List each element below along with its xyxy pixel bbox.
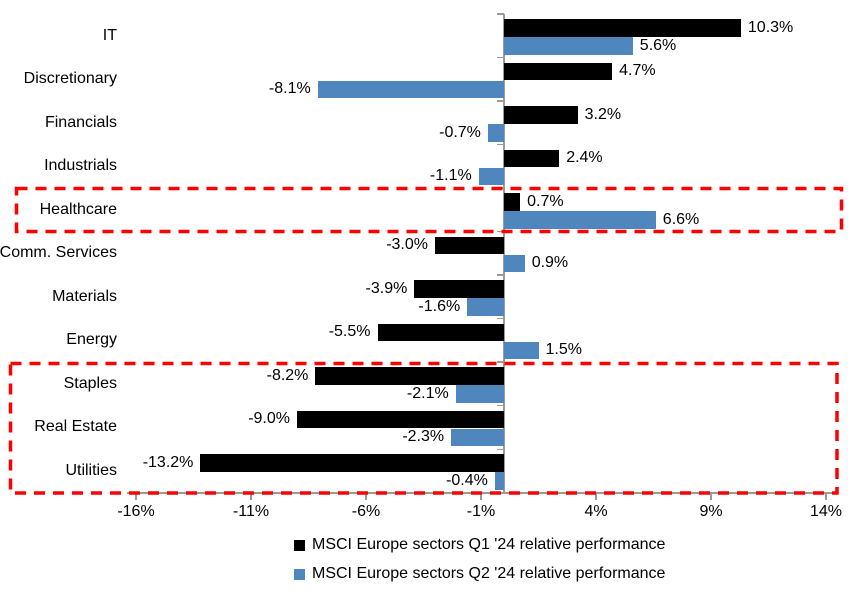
category-axis-tick [497, 143, 504, 146]
legend-swatch-q1-icon [294, 539, 305, 551]
data-label-utilities-q2: -0.4% [446, 472, 488, 490]
bar-industrials-q2 [478, 167, 504, 186]
category-label-it: IT [102, 26, 117, 44]
data-label-utilities-q1: -13.2% [142, 454, 194, 472]
data-label-staples-q2: -2.1% [406, 384, 449, 402]
category-axis-line [503, 14, 505, 493]
category-axis-tick [497, 317, 504, 320]
category-label-discretionary: Discretionary [23, 70, 117, 88]
legend-item-q2: MSCI Europe sectors Q2 '24 relative perf… [294, 563, 665, 585]
bar-financials-q2 [487, 124, 504, 142]
bar-real-estate-q2 [451, 428, 504, 447]
category-axis-tick [497, 448, 504, 451]
data-label-comm-services-q1: -3.0% [386, 236, 428, 254]
bar-healthcare-q1 [504, 193, 521, 211]
bar-financials-q1 [504, 106, 578, 124]
data-label-it-q2: 5.6% [639, 36, 677, 54]
bar-staples-q1 [315, 367, 504, 385]
bar-comm-services-q2 [504, 254, 525, 273]
category-label-utilities: Utilities [65, 462, 117, 480]
bar-industrials-q1 [504, 149, 560, 168]
value-axis-tick [825, 492, 827, 500]
data-label-industrials-q2: -1.1% [429, 167, 472, 185]
value-axis-tick [365, 492, 367, 500]
bar-materials-q1 [414, 280, 504, 298]
category-label-staples: Staples [63, 374, 117, 392]
value-axis-tick [250, 492, 252, 500]
value-axis-tick [595, 492, 597, 500]
data-label-healthcare-q2: 6.6% [662, 210, 700, 228]
data-label-real-estate-q2: -2.3% [402, 428, 445, 446]
category-label-materials: Materials [52, 287, 117, 305]
legend-swatch-q2-icon [294, 568, 305, 580]
category-axis-tick [497, 100, 504, 102]
bar-comm-services-q1 [435, 236, 504, 255]
legend-item-q1: MSCI Europe sectors Q1 '24 relative perf… [294, 534, 665, 556]
category-axis-tick [497, 274, 504, 276]
category-axis-tick [497, 13, 504, 15]
value-axis-label: -6% [351, 503, 381, 520]
data-label-materials-q2: -1.6% [418, 297, 461, 315]
data-label-energy-q2: 1.5% [545, 341, 582, 359]
category-axis-tick [497, 56, 504, 59]
value-axis-label: -11% [232, 503, 270, 520]
category-label-comm-services: Comm. Services [0, 244, 117, 262]
bar-it-q1 [504, 19, 741, 37]
data-label-staples-q1: -8.2% [266, 366, 309, 384]
data-label-discretionary-q2: -8.1% [268, 80, 311, 98]
bar-materials-q2 [467, 298, 504, 316]
bar-real-estate-q1 [297, 410, 504, 429]
category-label-real-estate: Real Estate [34, 418, 117, 436]
data-label-industrials-q1: 2.4% [566, 149, 603, 167]
data-label-comm-services-q2: 0.9% [531, 254, 569, 272]
data-label-it-q1: 10.3% [747, 18, 794, 36]
data-label-financials-q2: -0.7% [439, 123, 481, 141]
legend-label-q2: MSCI Europe sectors Q2 '24 relative perf… [312, 565, 666, 582]
data-label-real-estate-q1: -9.0% [248, 410, 290, 428]
category-axis-tick [497, 492, 504, 494]
chart-legend: MSCI Europe sectors Q1 '24 relative perf… [294, 534, 665, 585]
value-axis-tick [710, 492, 712, 500]
legend-label-q1: MSCI Europe sectors Q1 '24 relative perf… [312, 536, 666, 553]
bar-discretionary-q1 [504, 62, 613, 81]
category-axis-tick [497, 187, 504, 189]
category-axis-tick [497, 361, 504, 363]
category-label-energy: Energy [66, 331, 117, 349]
data-label-discretionary-q1: 4.7% [619, 62, 656, 80]
category-label-financials: Financials [44, 113, 117, 131]
category-label-industrials: Industrials [44, 157, 117, 175]
bar-utilities-q2 [494, 472, 504, 490]
value-axis-label: 4% [584, 503, 608, 520]
category-axis-tick [497, 230, 504, 233]
bar-discretionary-q2 [317, 80, 504, 99]
bar-it-q2 [504, 37, 633, 55]
bar-energy-q2 [504, 341, 539, 360]
value-axis-label: -16% [117, 503, 155, 520]
bar-energy-q1 [377, 323, 504, 342]
value-axis-tick [480, 492, 482, 500]
data-label-materials-q1: -3.9% [365, 279, 408, 297]
bar-staples-q2 [455, 385, 504, 403]
data-label-energy-q1: -5.5% [328, 323, 371, 341]
healthcare-highlight-box [14, 186, 844, 234]
value-axis-label: 9% [699, 503, 723, 520]
bar-healthcare-q2 [504, 211, 656, 229]
category-label-healthcare: Healthcare [39, 200, 117, 218]
data-label-financials-q1: 3.2% [584, 105, 622, 123]
value-axis-tick [135, 492, 137, 500]
value-axis-label: 14% [809, 503, 843, 520]
bar-utilities-q1 [200, 454, 504, 472]
category-axis-tick [497, 404, 504, 407]
value-axis-label: -1% [466, 503, 496, 520]
data-label-healthcare-q1: 0.7% [527, 192, 564, 210]
